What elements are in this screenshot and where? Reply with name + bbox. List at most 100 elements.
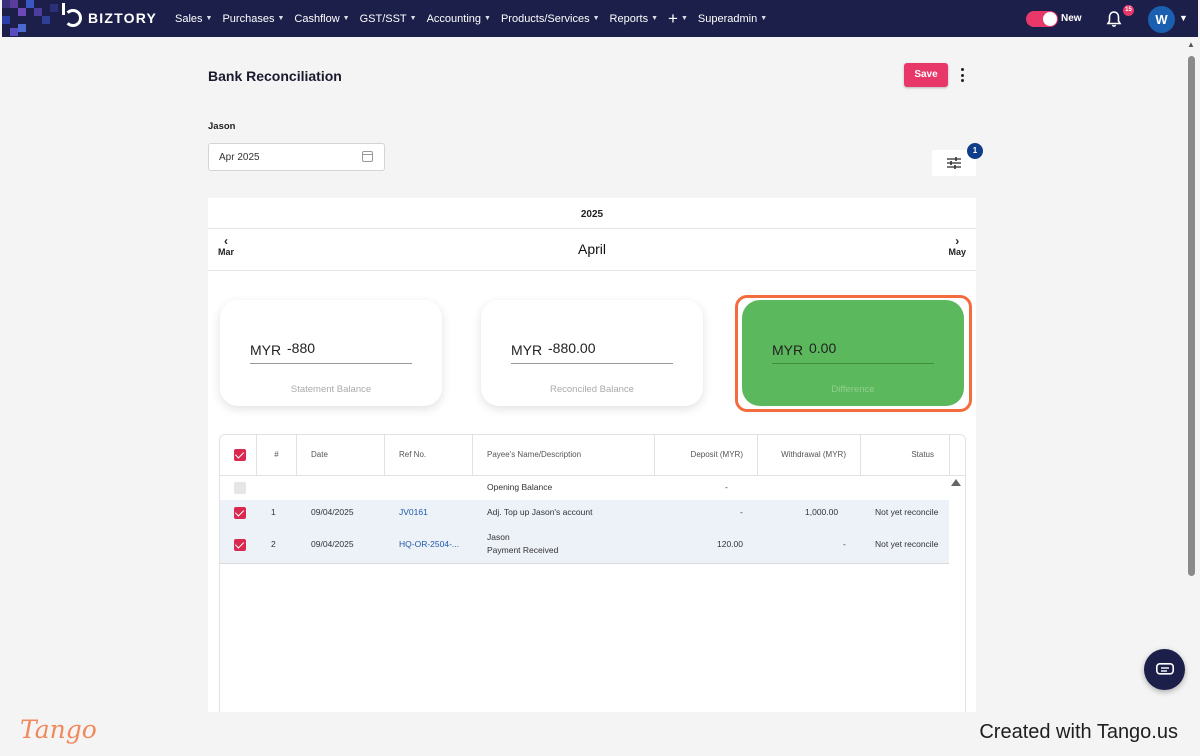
calendar-icon[interactable] bbox=[362, 151, 373, 162]
reconciled-balance-card: MYR -880.00 Reconciled Balance bbox=[481, 300, 703, 406]
page-scrollbar-thumb[interactable] bbox=[1188, 56, 1195, 576]
tango-credit-text: Created with Tango.us bbox=[979, 721, 1178, 743]
nav-item-accounting[interactable]: Accounting ▼ bbox=[426, 12, 491, 25]
row-deposit: 120.00 bbox=[717, 539, 743, 549]
opening-balance-checkbox bbox=[234, 482, 246, 494]
brand-pixel-pattern bbox=[2, 0, 62, 37]
row-withdrawal: 1,000.00 bbox=[805, 507, 839, 517]
statement-balance-input[interactable]: -880 bbox=[287, 340, 316, 356]
row-ref-link[interactable]: JV0161 bbox=[399, 507, 428, 517]
chat-support-button[interactable] bbox=[1144, 649, 1185, 690]
period-date-field[interactable]: Apr 2025 bbox=[208, 143, 385, 171]
reconciled-currency: MYR bbox=[511, 342, 543, 358]
row-date: 09/04/2025 bbox=[311, 507, 354, 517]
reconciled-balance-value: -880.00 bbox=[548, 340, 596, 356]
next-month-button[interactable]: › May bbox=[948, 235, 966, 257]
chevron-right-icon: › bbox=[955, 234, 960, 248]
column-header-withdrawal[interactable]: Withdrawal (MYR) bbox=[758, 435, 861, 475]
tango-footer bbox=[0, 712, 1200, 756]
new-ui-toggle[interactable] bbox=[1026, 11, 1058, 27]
page-title: Bank Reconciliation bbox=[208, 68, 342, 84]
row-status: Not yet reconcile bbox=[875, 539, 939, 549]
nav-item-superadmin[interactable]: Superadmin ▼ bbox=[697, 12, 768, 25]
chevron-down-icon: ▼ bbox=[484, 15, 491, 22]
header-divider bbox=[220, 475, 965, 476]
nav-item-quick-add[interactable]: + ▼ bbox=[663, 10, 693, 27]
brand-name: BIZTORY bbox=[88, 10, 158, 26]
scroll-up-arrow-icon[interactable]: ▲ bbox=[1187, 40, 1195, 49]
row-divider bbox=[220, 563, 949, 564]
select-all-checkbox[interactable] bbox=[234, 449, 246, 461]
nav-item-products-services[interactable]: Products/Services ▼ bbox=[500, 12, 600, 25]
row-checkbox[interactable] bbox=[234, 507, 246, 519]
reconciliation-panel: 2025 ‹ Mar April › May MYR -880 Statemen… bbox=[208, 198, 976, 724]
transactions-table: # Date Ref No. Payee's Name/Description … bbox=[219, 434, 966, 724]
nav-item-sales[interactable]: Sales ▼ bbox=[175, 12, 213, 25]
user-avatar[interactable]: W bbox=[1148, 6, 1175, 33]
row-withdrawal: - bbox=[843, 539, 846, 549]
nav-item-purchases[interactable]: Purchases ▼ bbox=[222, 12, 285, 25]
statement-balance-caption: Statement Balance bbox=[290, 384, 372, 395]
chevron-left-icon: ‹ bbox=[224, 234, 228, 248]
tutorial-highlight-box bbox=[735, 295, 972, 412]
row-date: 09/04/2025 bbox=[311, 539, 354, 549]
difference-currency: MYR bbox=[772, 342, 804, 358]
table-row[interactable] bbox=[220, 526, 949, 563]
select-all-header bbox=[220, 435, 257, 475]
statement-currency: MYR bbox=[250, 342, 282, 358]
previous-month-label: Mar bbox=[218, 247, 235, 257]
chevron-down-icon: ▼ bbox=[205, 15, 213, 22]
column-header-payee[interactable]: Payee's Name/Description bbox=[473, 435, 655, 475]
table-scroll-up-icon[interactable] bbox=[951, 479, 961, 486]
difference-caption: Difference bbox=[831, 384, 875, 395]
statement-balance-card: MYR -880 Statement Balance bbox=[220, 300, 442, 406]
sliders-icon[interactable] bbox=[947, 157, 961, 169]
opening-balance-deposit: - bbox=[725, 482, 728, 492]
chat-icon[interactable] bbox=[1156, 663, 1174, 676]
difference-value: 0.00 bbox=[809, 340, 837, 356]
opening-balance-label: Opening Balance bbox=[487, 482, 553, 492]
nav-item-cashflow[interactable]: Cashflow ▼ bbox=[294, 12, 350, 25]
chevron-down-icon: ▼ bbox=[592, 15, 600, 22]
row-ref-link[interactable]: HQ-OR-2504-... bbox=[399, 539, 459, 549]
plus-icon: + bbox=[668, 9, 678, 28]
year-label: 2025 bbox=[208, 198, 976, 229]
column-header-deposit[interactable]: Deposit (MYR) bbox=[655, 435, 758, 475]
reconciled-balance-caption: Reconciled Balance bbox=[550, 384, 634, 395]
row-deposit: - bbox=[740, 507, 743, 517]
more-options-icon[interactable] bbox=[958, 66, 966, 84]
row-payee: Jason bbox=[487, 532, 510, 542]
chevron-down-icon: ▼ bbox=[760, 15, 768, 22]
chevron-down-icon[interactable]: ▼ bbox=[1179, 13, 1188, 23]
current-month-label: April bbox=[577, 241, 606, 257]
filter-count-badge: 1 bbox=[967, 143, 983, 159]
column-header-date[interactable]: Date bbox=[297, 435, 385, 475]
top-navbar: BIZTORY Sales ▼ Purchases ▼ Cashflow ▼ GST/… bbox=[2, 0, 1198, 37]
chevron-down-icon: ▼ bbox=[651, 15, 659, 22]
brand-logo[interactable]: BIZTORY bbox=[62, 3, 158, 27]
chevron-down-icon: ▼ bbox=[277, 15, 285, 22]
bank-account-name: Jason bbox=[208, 121, 236, 132]
new-ui-toggle-label: New bbox=[1061, 13, 1082, 24]
row-number: 1 bbox=[271, 507, 276, 517]
bell-icon[interactable] bbox=[1106, 10, 1122, 28]
table-row[interactable] bbox=[220, 500, 949, 526]
nav-item-gst-sst[interactable]: GST/SST ▼ bbox=[359, 12, 417, 25]
month-navigator: ‹ Mar April › May bbox=[208, 229, 976, 271]
main-menu: Sales ▼ Purchases ▼ Cashflow ▼ GST/SST ▼ Acc… bbox=[170, 0, 772, 37]
notification-count-badge: 15 bbox=[1123, 5, 1134, 16]
nav-item-reports[interactable]: Reports ▼ bbox=[609, 12, 659, 25]
row-number: 2 bbox=[271, 539, 276, 549]
row-checkbox[interactable] bbox=[234, 539, 246, 551]
previous-month-button[interactable]: ‹ Mar bbox=[218, 235, 234, 257]
tango-logo: Tango bbox=[20, 715, 97, 744]
column-header-status[interactable]: Status bbox=[861, 435, 950, 475]
row-status: Not yet reconcile bbox=[875, 507, 939, 517]
input-underline bbox=[772, 363, 934, 364]
chevron-down-icon: ▼ bbox=[409, 15, 417, 22]
save-button[interactable]: Save bbox=[904, 63, 948, 87]
column-header-ref-no[interactable]: Ref No. bbox=[385, 435, 473, 475]
difference-card: MYR 0.00 Difference bbox=[742, 300, 964, 406]
input-underline bbox=[511, 363, 673, 364]
